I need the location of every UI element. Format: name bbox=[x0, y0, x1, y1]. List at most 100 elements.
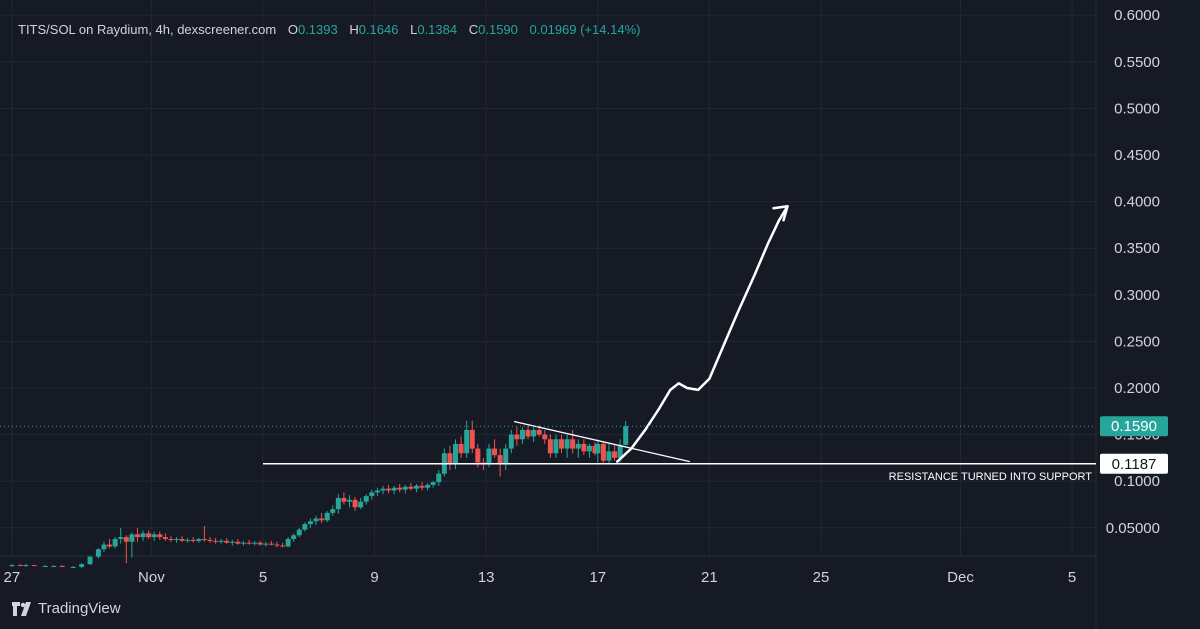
candle-body bbox=[547, 439, 553, 454]
candle-body bbox=[87, 556, 93, 565]
candle bbox=[9, 564, 15, 567]
candle-body bbox=[592, 445, 598, 454]
candle-body bbox=[185, 539, 191, 541]
candle-body bbox=[146, 533, 152, 538]
support-annotation: RESISTANCE TURNED INTO SUPPORT bbox=[889, 471, 1093, 483]
candle bbox=[397, 483, 403, 493]
candle-body bbox=[363, 496, 369, 502]
candle-body bbox=[263, 543, 269, 545]
candle bbox=[185, 538, 191, 543]
candle bbox=[190, 537, 196, 543]
brand-name: TradingView bbox=[38, 600, 121, 617]
candle-body bbox=[380, 488, 386, 491]
candle bbox=[107, 538, 113, 549]
candle bbox=[386, 484, 392, 494]
candle-body bbox=[112, 538, 118, 547]
candle bbox=[374, 487, 380, 497]
candle bbox=[346, 495, 352, 508]
candle-body bbox=[201, 538, 207, 540]
price-axis[interactable]: 0.6000 0.5500 0.5000 0.4500 0.4000 0.3500 0.30… bbox=[1106, 7, 1160, 537]
candle bbox=[280, 542, 286, 548]
candle-body bbox=[525, 429, 531, 437]
candle-body bbox=[319, 518, 325, 521]
candle-body bbox=[458, 443, 464, 454]
candlestick-series bbox=[9, 420, 629, 568]
candle-body bbox=[402, 486, 408, 490]
time-axis[interactable]: 27 Nov 5 9 13 17 21 25 Dec 5 bbox=[4, 569, 1077, 586]
candle-body bbox=[307, 521, 313, 525]
drawings: RESISTANCE TURNED INTO SUPPORT bbox=[263, 205, 1096, 483]
candle-body bbox=[190, 539, 196, 541]
candle bbox=[118, 527, 124, 544]
close-value: 0.1590 bbox=[478, 22, 518, 37]
candle bbox=[330, 505, 336, 516]
candle-body bbox=[274, 544, 280, 546]
candle-body bbox=[324, 512, 330, 521]
candle-body bbox=[469, 429, 475, 449]
candle-body bbox=[229, 541, 235, 543]
candle-body bbox=[174, 538, 180, 540]
candle-body bbox=[235, 541, 241, 544]
candle-body bbox=[107, 544, 113, 547]
candle-body bbox=[542, 434, 548, 440]
candle-body bbox=[575, 443, 581, 449]
candle-body bbox=[536, 429, 542, 435]
candle bbox=[95, 548, 101, 559]
time-tick-label: 13 bbox=[478, 569, 495, 586]
candle bbox=[447, 445, 453, 471]
candle-body bbox=[17, 565, 23, 567]
candle-body bbox=[330, 509, 336, 513]
candle bbox=[168, 536, 174, 542]
candle bbox=[296, 527, 302, 538]
candle bbox=[430, 481, 436, 488]
candle-body bbox=[586, 445, 592, 452]
candle-body bbox=[224, 540, 230, 543]
candle bbox=[436, 470, 442, 486]
tradingview-logo[interactable]: TradingView bbox=[12, 600, 121, 617]
candle-body bbox=[140, 533, 146, 538]
high-value: 0.1646 bbox=[358, 22, 399, 37]
candle bbox=[612, 443, 618, 461]
candle-body bbox=[559, 439, 565, 449]
candle bbox=[547, 434, 553, 458]
candle bbox=[497, 448, 503, 477]
candle bbox=[570, 429, 576, 454]
candle bbox=[263, 541, 269, 547]
candle bbox=[123, 535, 129, 564]
projection-arrow-path bbox=[616, 205, 789, 463]
candle-body bbox=[581, 443, 587, 452]
candle bbox=[129, 532, 135, 558]
candle-body bbox=[101, 544, 107, 550]
candle bbox=[408, 483, 414, 491]
price-markers: 0.1590 0.1187 bbox=[0, 416, 1168, 474]
candle bbox=[391, 485, 397, 495]
candle bbox=[581, 439, 587, 456]
time-tick-label: 5 bbox=[1068, 569, 1076, 586]
candle bbox=[101, 541, 107, 553]
candle-body bbox=[391, 487, 397, 491]
candle bbox=[514, 427, 520, 446]
open-label: O bbox=[287, 22, 298, 37]
candle-body bbox=[492, 448, 498, 456]
candle bbox=[31, 565, 37, 567]
candle-body bbox=[486, 448, 492, 465]
candle-body bbox=[70, 566, 76, 568]
candle-body bbox=[313, 518, 319, 522]
candle bbox=[553, 434, 559, 458]
candle-body bbox=[430, 482, 436, 485]
candle bbox=[307, 518, 313, 528]
candle-body bbox=[519, 429, 525, 440]
candle bbox=[586, 443, 592, 458]
candle bbox=[51, 565, 57, 568]
candle-body bbox=[129, 534, 135, 542]
candle bbox=[229, 539, 235, 546]
candle-body bbox=[425, 484, 431, 488]
candle bbox=[341, 492, 347, 505]
candle bbox=[291, 533, 297, 542]
candle-body bbox=[134, 534, 140, 538]
time-tick-label: Dec bbox=[947, 569, 974, 586]
candle-body bbox=[31, 565, 37, 567]
candle bbox=[464, 420, 470, 458]
candle-body bbox=[346, 499, 352, 502]
